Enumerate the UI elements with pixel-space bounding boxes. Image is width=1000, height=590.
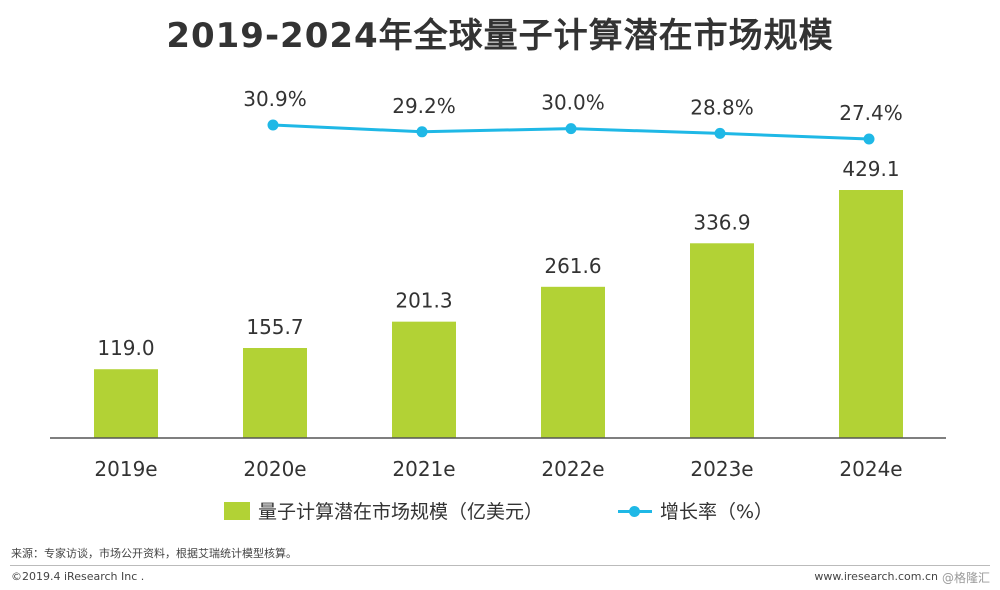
website-link[interactable]: www.iresearch.com.cn: [814, 570, 938, 583]
growth-point-2020e: [267, 119, 279, 131]
growth-point-2022e: [565, 123, 577, 135]
bar-value-label: 201.3: [395, 289, 452, 313]
bar-2023e: [690, 243, 754, 438]
bar-2024e: [839, 190, 903, 438]
legend-line-label: 增长率（%）: [660, 501, 774, 523]
copyright-text: ©2019.4 iResearch Inc .: [11, 570, 145, 583]
bar-value-label: 155.7: [246, 315, 303, 339]
legend-item-market-size: 量子计算潜在市场规模（亿美元）: [224, 497, 543, 524]
footer-divider: [10, 565, 990, 566]
bar-2020e: [243, 348, 307, 438]
bar-2019e: [94, 369, 158, 438]
legend-bar-swatch: [224, 501, 250, 520]
x-tick-label: 2024e: [839, 457, 902, 481]
labels-layer: 119.0 2019e 155.7 2020e 201.3 2021e 261.6 2022e…: [94, 87, 902, 481]
legend-item-growth-rate: 增长率（%）: [618, 497, 773, 524]
growth-point-2024e: [863, 133, 875, 145]
x-tick-label: 2019e: [94, 457, 157, 481]
legend: 量子计算潜在市场规模（亿美元） 增长率（%）: [0, 497, 1000, 527]
source-note: 来源：专家访谈，市场公开资料，根据艾瑞统计模型核算。: [11, 547, 297, 560]
chart-area: 119.0 2019e 155.7 2020e 201.3 2021e 261.6 2022e…: [50, 87, 946, 481]
growth-line-layer: [267, 119, 875, 145]
bar-value-label: 336.9: [693, 210, 750, 234]
growth-point-2021e: [416, 126, 428, 138]
bar-value-label: 119.0: [97, 336, 154, 360]
watermark: @格隆汇: [941, 571, 990, 585]
growth-value-label: 29.2%: [392, 94, 456, 118]
growth-value-label: 30.0%: [541, 91, 605, 115]
growth-value-label: 30.9%: [243, 87, 307, 111]
bars-layer: [94, 190, 903, 438]
x-tick-label: 2023e: [690, 457, 753, 481]
bar-value-label: 261.6: [544, 254, 601, 278]
chart-title: 2019-2024年全球量子计算潜在市场规模: [166, 16, 834, 56]
bar-2021e: [392, 321, 456, 438]
x-tick-label: 2022e: [541, 457, 604, 481]
legend-line-marker: [618, 502, 652, 520]
bar-2022e: [541, 286, 605, 438]
bar-value-label: 429.1: [842, 157, 899, 181]
growth-value-label: 28.8%: [690, 95, 754, 119]
growth-value-label: 27.4%: [839, 101, 903, 125]
legend-bar-label: 量子计算潜在市场规模（亿美元）: [258, 501, 544, 523]
x-tick-label: 2021e: [392, 457, 455, 481]
x-tick-label: 2020e: [243, 457, 306, 481]
growth-point-2023e: [714, 127, 726, 139]
